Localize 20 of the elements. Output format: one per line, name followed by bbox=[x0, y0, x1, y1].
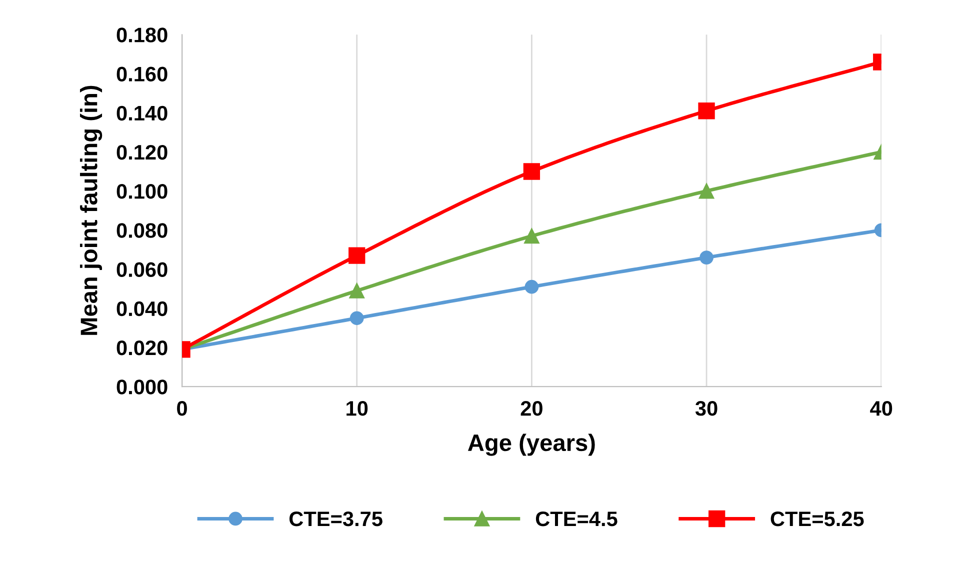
x-tick-label: 0 bbox=[177, 401, 187, 416]
y-tick-label: 0.020 bbox=[116, 340, 168, 356]
x-tick-label: 30 bbox=[695, 401, 718, 416]
legend-label: CTE=4.5 bbox=[536, 511, 618, 526]
y-tick-label: 0.060 bbox=[116, 262, 168, 278]
y-tick-label: 0.080 bbox=[116, 223, 168, 238]
y-tick-label: 0.160 bbox=[116, 66, 168, 82]
x-tick-label: 20 bbox=[520, 401, 542, 416]
y-tick-label: 0.180 bbox=[116, 28, 168, 42]
legend-label: CTE=5.25 bbox=[770, 511, 864, 526]
y-axis-title: Mean joint faulting (in) bbox=[80, 86, 102, 335]
legend-label: CTE=3.75 bbox=[289, 511, 382, 526]
x-axis-title: Age (years) bbox=[468, 434, 595, 456]
x-tick-label: 40 bbox=[870, 401, 892, 416]
y-tick-label: 0.140 bbox=[116, 106, 168, 121]
y-tick-label: 0.100 bbox=[116, 184, 168, 199]
y-tick-label: 0.000 bbox=[116, 380, 168, 394]
y-tick-label: 0.040 bbox=[116, 301, 168, 316]
y-tick-label: 0.120 bbox=[116, 144, 168, 160]
x-tick-label: 10 bbox=[346, 401, 368, 416]
